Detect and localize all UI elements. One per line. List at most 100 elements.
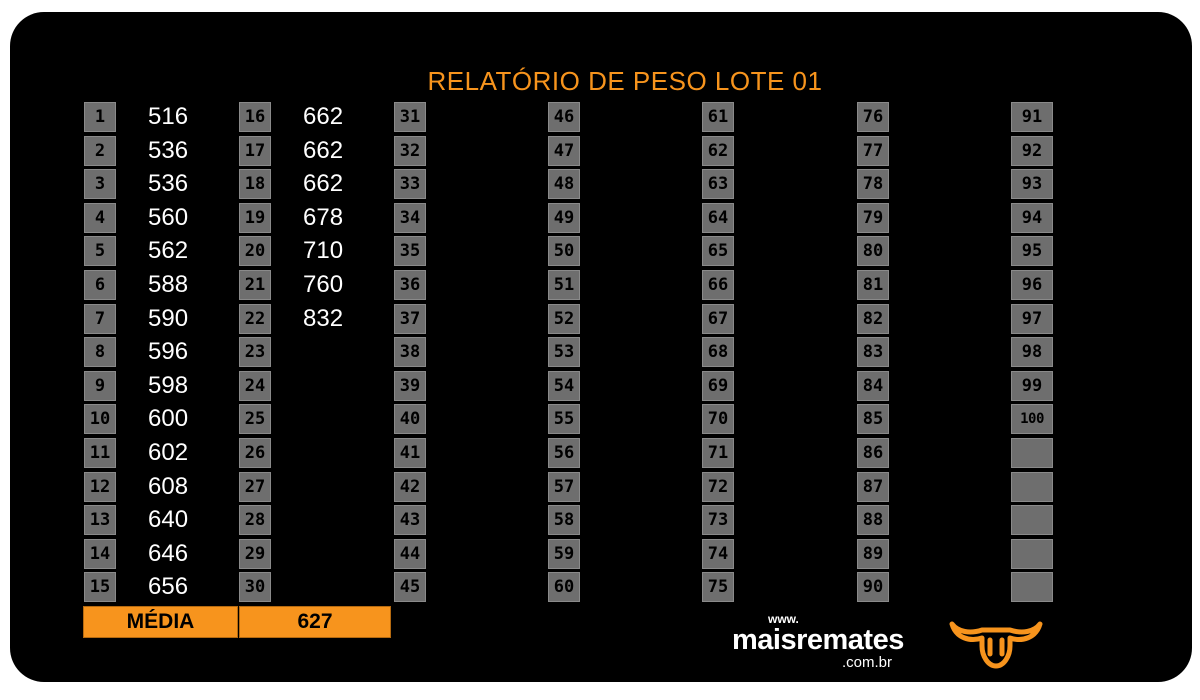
weight-value — [921, 136, 1001, 166]
weight-value: 590 — [148, 304, 189, 332]
item-number: 73 — [702, 505, 734, 536]
table-row: 32 — [394, 135, 544, 166]
table-row: 72 — [702, 471, 852, 502]
table-row: 91 — [1011, 102, 1161, 132]
item-number: 33 — [394, 169, 426, 200]
item-number: 28 — [239, 505, 271, 536]
weight-value — [612, 572, 692, 602]
item-number: 6 — [84, 270, 116, 300]
weight-value — [458, 572, 538, 602]
table-row: 58 — [548, 505, 698, 536]
table-row: 8 596 — [84, 337, 234, 368]
item-number: 94 — [1011, 202, 1053, 233]
weight-value — [458, 371, 538, 401]
item-number: 63 — [702, 169, 734, 200]
item-number: 78 — [857, 169, 889, 200]
table-row: 54 — [548, 370, 698, 401]
table-row: 92 — [1011, 135, 1161, 166]
item-number: 48 — [548, 169, 580, 200]
weight-value — [1075, 169, 1155, 199]
table-row: 74 — [702, 538, 852, 569]
weight-value — [921, 203, 1001, 233]
table-row: 65 — [702, 236, 852, 267]
weight-value: 608 — [148, 472, 189, 500]
weight-value — [921, 505, 1001, 535]
table-row: 99 — [1011, 370, 1161, 401]
item-number: 60 — [548, 572, 580, 603]
logo-text: maisremates — [732, 624, 904, 656]
weight-value — [1075, 539, 1155, 569]
weight-value — [303, 472, 383, 502]
table-row: 84 — [857, 370, 1007, 401]
table-row: 75 — [702, 572, 852, 603]
weight-value — [766, 169, 846, 199]
weight-value — [1075, 371, 1155, 401]
item-number: 67 — [702, 303, 734, 334]
media-value: 627 — [239, 606, 391, 638]
weight-value — [612, 505, 692, 535]
table-row: 31 — [394, 102, 544, 132]
item-number: 26 — [239, 438, 271, 468]
weight-value — [303, 438, 383, 468]
weight-value — [612, 102, 692, 132]
table-row: 27 — [239, 471, 389, 502]
table-row: 61 — [702, 102, 852, 132]
table-row: 29 — [239, 538, 389, 569]
table-row: 93 — [1011, 169, 1161, 200]
item-number: 11 — [84, 438, 116, 468]
table-row: 76 — [857, 102, 1007, 132]
table-row: 6 588 — [84, 270, 234, 300]
weight-value — [921, 169, 1001, 199]
weight-value — [1075, 136, 1155, 166]
item-number: 34 — [394, 202, 426, 233]
table-row — [1011, 438, 1161, 468]
weight-value — [303, 539, 383, 569]
table-row: 49 — [548, 202, 698, 233]
weight-value — [1075, 438, 1155, 468]
item-number: 98 — [1011, 337, 1053, 368]
weight-value — [766, 236, 846, 266]
item-number: 51 — [548, 270, 580, 300]
weight-value — [921, 371, 1001, 401]
weight-value: 560 — [148, 203, 189, 231]
weight-value — [1075, 203, 1155, 233]
item-number: 47 — [548, 135, 580, 166]
item-number: 97 — [1011, 303, 1053, 334]
table-row: 81 — [857, 270, 1007, 300]
weight-value: 646 — [148, 539, 189, 567]
table-row: 79 — [857, 202, 1007, 233]
weight-value — [458, 169, 538, 199]
weight-value — [766, 472, 846, 502]
item-number: 74 — [702, 538, 734, 569]
weight-value — [612, 270, 692, 300]
table-row: 37 — [394, 303, 544, 334]
item-number: 52 — [548, 303, 580, 334]
item-number: 12 — [84, 471, 116, 502]
table-row: 95 — [1011, 236, 1161, 267]
table-row: 3 536 — [84, 169, 234, 200]
item-number: 99 — [1011, 370, 1053, 401]
table-row: 73 — [702, 505, 852, 536]
weight-value — [921, 270, 1001, 300]
item-number: 57 — [548, 471, 580, 502]
table-row: 59 — [548, 538, 698, 569]
table-row: 77 — [857, 135, 1007, 166]
item-number: 87 — [857, 471, 889, 502]
item-number: 61 — [702, 102, 734, 132]
table-row: 89 — [857, 538, 1007, 569]
logo-domain: .com.br — [842, 654, 893, 671]
item-number: 38 — [394, 337, 426, 368]
weight-value — [1075, 270, 1155, 300]
table-row — [1011, 538, 1161, 569]
item-number: 39 — [394, 370, 426, 401]
weight-value — [766, 136, 846, 166]
table-row: 90 — [857, 572, 1007, 603]
table-row: 19 678 — [239, 202, 389, 233]
media-label: MÉDIA — [83, 606, 238, 638]
item-number: 75 — [702, 572, 734, 603]
weight-value — [921, 337, 1001, 367]
weight-value: 598 — [148, 371, 189, 399]
table-row — [1011, 471, 1161, 502]
weight-value: 596 — [148, 338, 189, 366]
weight-value — [921, 236, 1001, 266]
